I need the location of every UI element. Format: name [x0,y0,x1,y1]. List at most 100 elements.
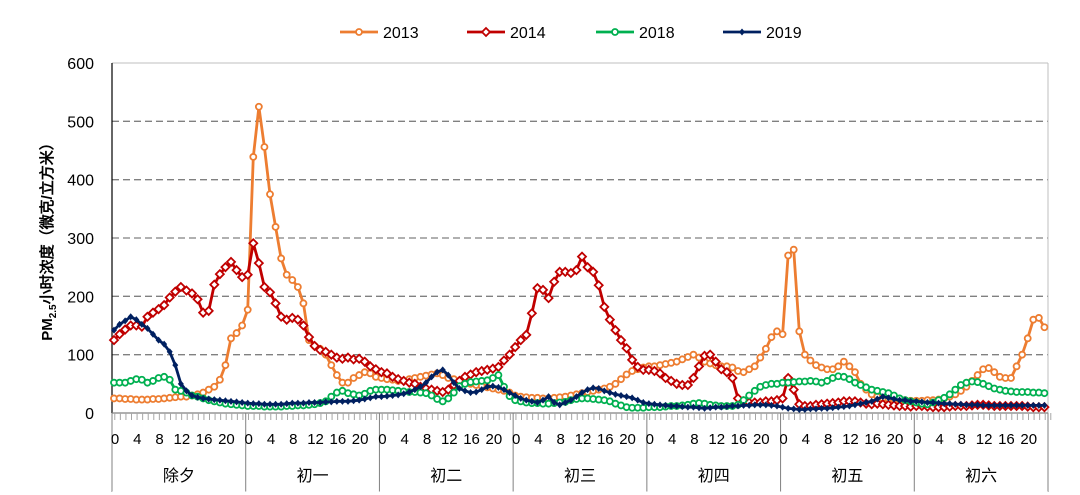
legend-marker [355,28,363,36]
data-point [645,400,652,408]
data-point [289,399,296,407]
data-point [606,389,613,397]
legend-marker [480,26,492,38]
data-point [587,266,599,278]
x-tick-label: 4 [668,431,676,448]
y-tick-label: 400 [67,173,94,190]
data-point [528,397,535,405]
data-point [339,397,346,405]
data-point [582,261,593,273]
data-point [249,153,258,161]
legend-label: 2014 [510,25,546,42]
data-point [757,401,764,409]
data-point [239,399,246,406]
x-tick-label: 12 [976,431,993,448]
data-point [761,344,770,353]
data-point [735,402,741,410]
data-point [278,400,285,408]
data-point [590,384,597,392]
data-point [729,402,736,410]
data-point [144,324,151,332]
data-point [133,316,140,324]
legend-item-2014: 2014 [467,25,546,42]
data-point [924,399,931,406]
data-point [1040,323,1049,332]
data-point [824,404,831,412]
data-point [545,393,552,401]
series-2014 [108,237,1050,413]
data-point [473,388,480,396]
data-point [657,401,663,409]
data-point [142,311,153,323]
x-tick-label: 8 [155,431,163,448]
data-point [423,379,429,387]
data-point [194,393,201,401]
data-point [788,384,799,395]
x-tick-label: 12 [441,431,458,448]
legend-label: 2013 [383,25,419,42]
data-point [891,395,897,403]
data-point [254,102,263,111]
data-point [945,390,954,399]
data-point [444,394,453,403]
x-tick-label: 20 [218,431,235,448]
data-point [679,403,686,411]
data-point [228,397,234,405]
y-tick-label: 0 [85,406,94,423]
data-point [427,391,436,400]
data-point [417,383,424,391]
data-point [902,396,909,404]
series-line-2019 [112,315,1045,411]
data-point [243,305,252,314]
data-point [445,371,452,379]
data-point [456,385,463,392]
x-tick-label: 0 [378,431,386,448]
data-point [740,401,747,409]
x-tick-label: 20 [1020,431,1037,448]
data-point [852,401,858,409]
data-point [504,349,515,360]
x-tick-label: 8 [423,431,431,448]
x-tick-label: 16 [998,431,1015,448]
data-point [640,399,647,406]
x-tick-label: 0 [512,431,520,448]
data-point [248,237,259,249]
data-point [311,399,318,406]
data-point [367,394,374,402]
data-point [333,397,340,405]
x-tick-label: 4 [133,431,141,448]
data-point [255,400,262,408]
data-point [203,305,214,317]
data-point [389,392,396,399]
data-point [829,404,836,412]
data-point [662,401,669,409]
data-point [834,362,843,371]
data-point [974,401,981,409]
data-point [282,270,291,279]
data-point [233,398,240,406]
x-tick-label: 16 [864,431,881,448]
data-point [526,307,538,319]
data-point [789,245,798,254]
data-point [712,403,719,411]
data-point [322,398,329,406]
data-point [696,404,702,412]
data-point [267,400,273,408]
data-point [177,380,184,388]
x-tick-label: 0 [111,431,119,448]
data-point [973,371,982,379]
x-tick-label: 8 [289,431,297,448]
data-point [183,387,190,395]
data-point [534,399,541,406]
data-point [1040,389,1049,398]
data-point [501,386,507,394]
data-point [1030,401,1037,409]
data-point [615,334,627,346]
data-point [506,389,513,397]
x-tick-label: 8 [557,431,565,448]
data-point [303,331,315,343]
data-point [727,372,738,384]
data-point [777,393,788,404]
data-point [801,406,808,413]
